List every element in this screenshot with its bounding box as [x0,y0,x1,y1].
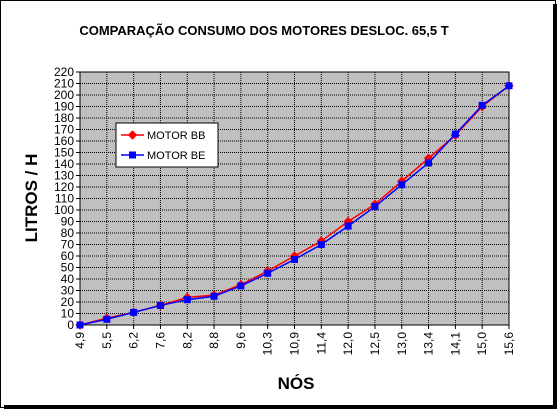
y-tick-label: 210 [54,77,74,91]
y-tick-label: 140 [54,157,74,171]
x-axis-label: NÓS [278,374,315,393]
series-2-point [291,255,298,263]
legend-box [115,122,219,168]
x-tick-label: 6,2 [127,332,141,349]
y-tick-label: 30 [61,284,75,298]
x-tick-label: 15,0 [475,332,489,356]
x-tick-label: 13,0 [395,332,409,356]
legend-label-2: MOTOR BE [147,150,205,162]
series-2-point [398,181,406,189]
x-tick-label: 15,6 [502,332,516,356]
y-tick-label: 60 [61,249,75,263]
legend-marker-2 [129,151,136,159]
y-tick-label: 180 [54,111,74,125]
y-tick-label: 170 [54,123,74,137]
series-2-point [76,321,84,329]
x-tick-label: 12,0 [341,332,355,356]
series-2-point [478,101,486,109]
y-tick-label: 220 [54,65,74,79]
y-tick-label: 20 [61,295,75,309]
series-2-point [156,301,164,309]
y-tick-label: 110 [55,192,74,206]
y-tick-label: 190 [54,100,74,114]
x-tick-label: 12,5 [368,332,382,356]
y-tick-label: 120 [54,180,74,194]
frame-shadow-bottom [4,405,557,409]
y-tick-label: 200 [54,88,74,102]
y-tick-label: 70 [61,238,75,252]
y-tick-label: 160 [54,134,74,148]
x-tick-label: 10,9 [288,332,302,356]
chart-title: COMPARAÇÃO CONSUMO DOS MOTORES DESLOC. 6… [79,23,448,38]
x-tick-label: 8,8 [207,332,221,349]
x-tick-label: 8,2 [180,332,194,349]
series-2-point [237,282,245,290]
x-tick-label: 10,3 [261,332,275,356]
series-2-point [264,269,272,277]
y-tick-label: 80 [61,226,75,240]
y-tick-label: 90 [61,215,75,229]
y-tick-label: 0 [67,318,74,332]
x-tick-label: 5,5 [100,332,114,349]
series-2-point [183,296,191,304]
legend-label-1: MOTOR BB [147,130,205,142]
plot-area: 0102030405060708090100110120130140150160… [54,65,516,355]
series-2-point [103,315,111,323]
y-tick-label: 40 [61,272,75,286]
y-tick-label: 130 [54,169,74,183]
y-tick-label: 10 [61,307,75,321]
legend-marker-1 [127,130,138,140]
series-2-point [344,222,352,230]
series-2-point [210,292,218,300]
x-tick-label: 14,1 [448,332,462,356]
y-tick-label: 150 [54,146,74,160]
y-tick-label: 100 [54,203,74,217]
series-2-point [317,241,325,248]
x-tick-label: 7,6 [153,332,167,349]
y-tick-label: 50 [61,261,75,275]
frame-shadow-right [553,4,557,409]
x-tick-label: 13,4 [422,332,436,356]
series-2-point [371,203,379,211]
series-2-point [505,82,513,90]
x-tick-label: 11,4 [314,332,328,355]
y-axis-label: LITROS / H [22,154,41,243]
x-tick-label: 9,6 [234,332,248,349]
series-2-point [130,308,138,316]
series-2-point [451,130,459,138]
x-tick-label: 4,9 [73,332,87,349]
series-2-point [425,159,433,167]
